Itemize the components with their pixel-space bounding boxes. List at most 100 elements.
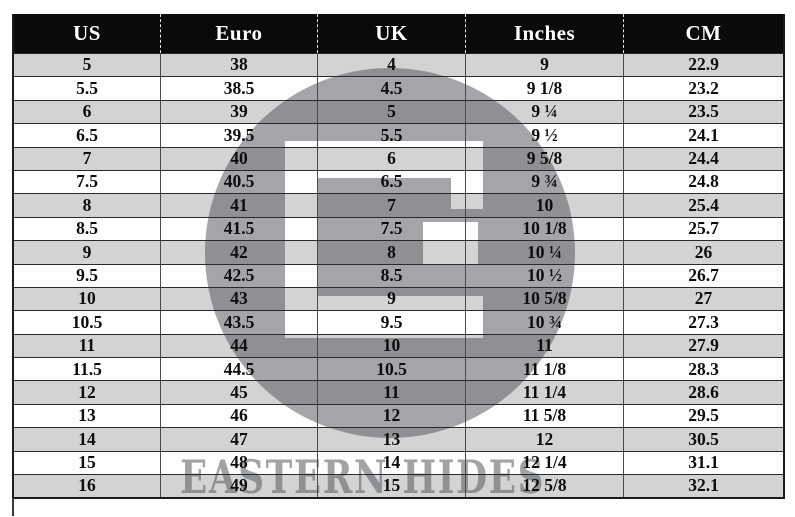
cell-uk: 8.5	[317, 263, 465, 287]
cell-cm: 25.7	[623, 216, 783, 241]
cell-euro: 42.5	[160, 263, 317, 287]
cell-euro: 40	[160, 146, 317, 170]
cell-us: 8.5	[14, 216, 160, 240]
cell-us: 10.5	[14, 310, 160, 333]
cell-us: 6.5	[14, 123, 160, 146]
cell-inches: 9 ¼	[465, 99, 623, 124]
cell-inches: 9 5/8	[465, 146, 623, 170]
cell-us: 10	[14, 286, 160, 310]
cell-inches: 11 1/4	[465, 380, 623, 404]
cell-us: 13	[14, 403, 160, 427]
cell-us: 9	[14, 240, 160, 263]
table-row: 6.5 39.5 5.5 9 ½ 24.1	[14, 123, 783, 147]
cell-euro: 40.5	[160, 169, 317, 194]
cell-uk: 10.5	[317, 357, 465, 381]
table-row: 16 49 15 12 5/8 32.1	[14, 474, 783, 498]
cell-euro: 38.5	[160, 76, 317, 100]
cell-euro: 44	[160, 333, 317, 358]
cell-euro: 46	[160, 403, 317, 428]
cell-us: 6	[14, 99, 160, 123]
table-row: 8.5 41.5 7.5 10 1/8 25.7	[14, 216, 783, 241]
cell-uk: 5	[317, 99, 465, 124]
cell-cm: 26.7	[623, 263, 783, 287]
cell-inches: 12 5/8	[465, 474, 623, 498]
table-row: 12 45 11 11 1/4 28.6	[14, 380, 783, 404]
cell-cm: 23.2	[623, 76, 783, 100]
cell-euro: 49	[160, 474, 317, 498]
cell-uk: 4.5	[317, 76, 465, 100]
cell-uk: 9	[317, 286, 465, 311]
cell-euro: 44.5	[160, 357, 317, 381]
cell-inches: 9	[465, 53, 623, 77]
cell-cm: 31.1	[623, 450, 783, 475]
table-row: 5 38 4 9 22.9	[14, 53, 783, 77]
table-row: 11.5 44.5 10.5 11 1/8 28.3	[14, 357, 783, 381]
cell-us: 16	[14, 474, 160, 497]
table-row: 14 47 13 12 30.5	[14, 427, 783, 451]
cell-uk: 11	[317, 380, 465, 404]
column-header-euro: Euro	[160, 14, 317, 53]
cell-uk: 8	[317, 240, 465, 264]
cell-euro: 38	[160, 53, 317, 77]
cell-euro: 39	[160, 99, 317, 124]
cell-uk: 7	[317, 193, 465, 217]
cell-uk: 10	[317, 333, 465, 358]
cell-us: 11	[14, 333, 160, 357]
cell-uk: 9.5	[317, 310, 465, 334]
cell-euro: 43	[160, 286, 317, 311]
cell-us: 11.5	[14, 357, 160, 380]
cell-uk: 14	[317, 450, 465, 475]
cell-uk: 15	[317, 474, 465, 498]
cell-euro: 42	[160, 240, 317, 264]
cell-inches: 10 5/8	[465, 286, 623, 311]
cell-cm: 28.6	[623, 380, 783, 404]
cell-us: 14	[14, 427, 160, 450]
cell-inches: 11 5/8	[465, 403, 623, 428]
cell-us: 5	[14, 53, 160, 76]
cell-inches: 10 ¼	[465, 240, 623, 264]
cell-cm: 24.8	[623, 169, 783, 194]
cell-uk: 7.5	[317, 216, 465, 241]
column-header-us: US	[73, 21, 101, 45]
cell-inches: 9 1/8	[465, 76, 623, 100]
table-row: 11 44 10 11 27.9	[14, 333, 783, 358]
cell-us: 12	[14, 380, 160, 403]
cell-euro: 41	[160, 193, 317, 217]
cell-cm: 26	[623, 240, 783, 264]
column-header-inches: Inches	[465, 14, 623, 53]
cell-uk: 6	[317, 146, 465, 170]
cell-us: 5.5	[14, 76, 160, 99]
cell-cm: 24.4	[623, 146, 783, 170]
cell-inches: 12 1/4	[465, 450, 623, 475]
cell-us: 15	[14, 450, 160, 474]
cell-inches: 12	[465, 427, 623, 451]
table-row: 10 43 9 10 5/8 27	[14, 286, 783, 311]
cell-uk: 6.5	[317, 169, 465, 194]
cell-euro: 47	[160, 427, 317, 451]
cell-cm: 32.1	[623, 474, 783, 498]
cell-uk: 13	[317, 427, 465, 451]
cell-us: 7	[14, 146, 160, 170]
cell-cm: 27.9	[623, 333, 783, 358]
size-conversion-table: US Euro UK Inches CM 5 38 4 9 22.9 5.5 3…	[12, 14, 785, 500]
table-row: 5.5 38.5 4.5 9 1/8 23.2	[14, 76, 783, 100]
table-row: 9 42 8 10 ¼ 26	[14, 240, 783, 264]
cell-cm: 29.5	[623, 403, 783, 428]
cell-inches: 10 ½	[465, 263, 623, 287]
cell-cm: 27	[623, 286, 783, 311]
cell-euro: 41.5	[160, 216, 317, 241]
cell-inches: 11 1/8	[465, 357, 623, 381]
cell-us: 9.5	[14, 263, 160, 287]
cell-inches: 11	[465, 333, 623, 358]
table-row: 13 46 12 11 5/8 29.5	[14, 403, 783, 428]
cell-inches: 9 ¾	[465, 169, 623, 194]
column-header-uk: UK	[317, 14, 465, 53]
cell-euro: 48	[160, 450, 317, 475]
table-row: 7 40 6 9 5/8 24.4	[14, 146, 783, 170]
table-row: 15 48 14 12 1/4 31.1	[14, 450, 783, 475]
table-row: 6 39 5 9 ¼ 23.5	[14, 99, 783, 124]
cell-cm: 27.3	[623, 310, 783, 334]
cell-cm: 28.3	[623, 357, 783, 381]
cell-cm: 22.9	[623, 53, 783, 77]
